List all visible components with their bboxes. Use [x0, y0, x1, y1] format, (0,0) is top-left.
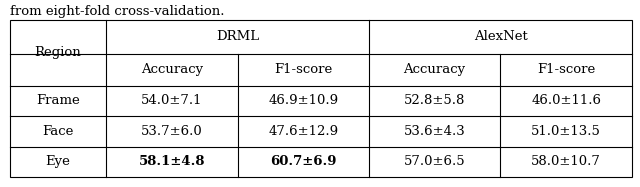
Text: DRML: DRML [216, 30, 259, 43]
Text: Accuracy: Accuracy [141, 63, 203, 76]
Text: Region: Region [35, 46, 81, 59]
Text: 46.9±10.9: 46.9±10.9 [268, 94, 339, 107]
Text: 60.7±6.9: 60.7±6.9 [270, 155, 337, 168]
Text: Accuracy: Accuracy [404, 63, 466, 76]
Text: 58.0±10.7: 58.0±10.7 [531, 155, 601, 168]
Text: 54.0±7.1: 54.0±7.1 [141, 94, 203, 107]
Text: 47.6±12.9: 47.6±12.9 [268, 125, 339, 138]
Text: 58.1±4.8: 58.1±4.8 [139, 155, 205, 168]
Text: 51.0±13.5: 51.0±13.5 [531, 125, 601, 138]
Text: 46.0±11.6: 46.0±11.6 [531, 94, 602, 107]
Text: AlexNet: AlexNet [474, 30, 527, 43]
Text: 53.7±6.0: 53.7±6.0 [141, 125, 203, 138]
Text: Face: Face [42, 125, 74, 138]
Bar [10, 20, 632, 177]
Text: 53.6±4.3: 53.6±4.3 [404, 125, 465, 138]
Text: Eye: Eye [45, 155, 70, 168]
Text: Frame: Frame [36, 94, 80, 107]
Text: 52.8±5.8: 52.8±5.8 [404, 94, 465, 107]
Text: F1-score: F1-score [274, 63, 332, 76]
Text: F1-score: F1-score [537, 63, 595, 76]
Text: 57.0±6.5: 57.0±6.5 [404, 155, 465, 168]
Text: from eight-fold cross-validation.: from eight-fold cross-validation. [10, 5, 224, 18]
